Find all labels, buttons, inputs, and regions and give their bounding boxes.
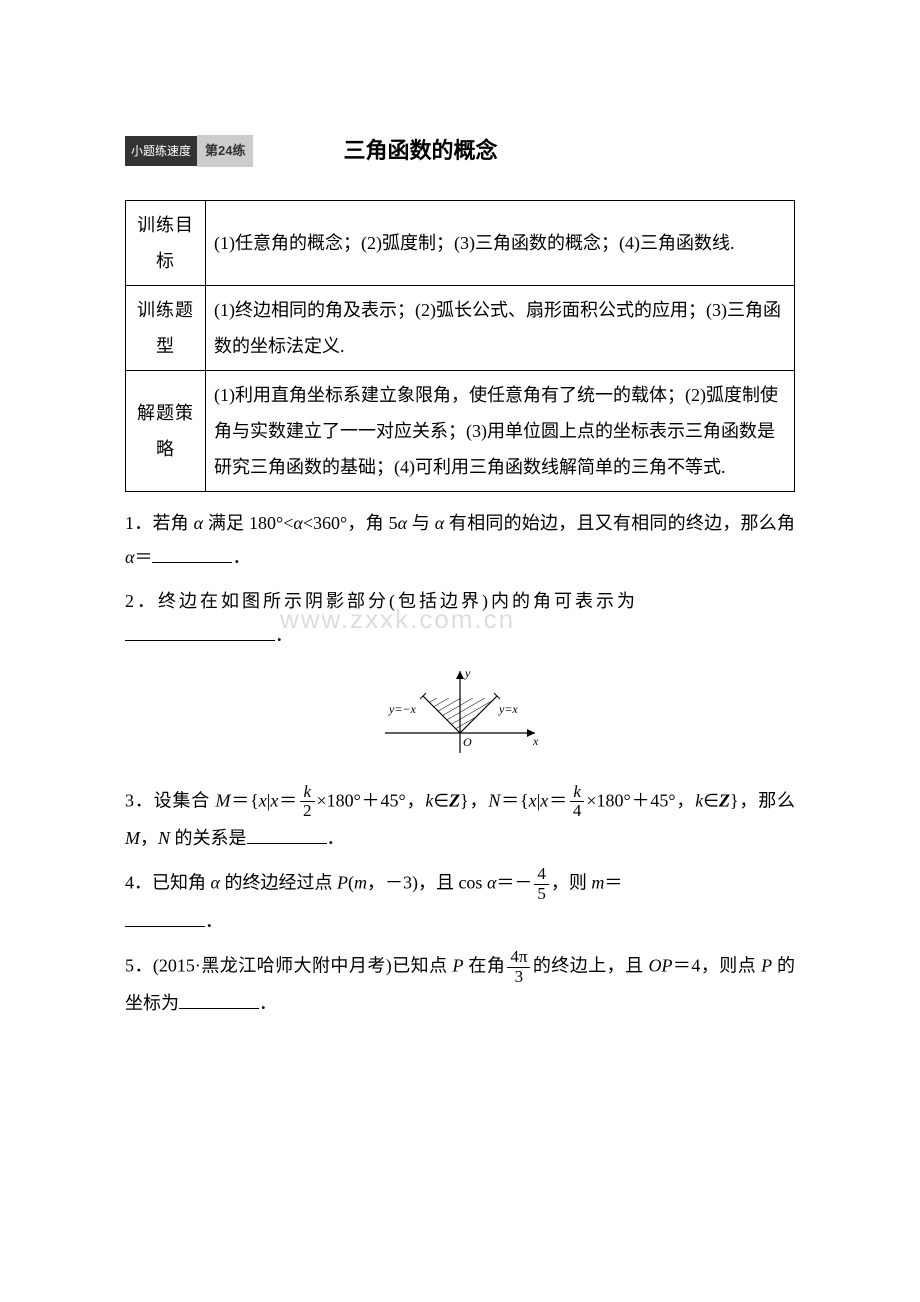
var-m: m — [591, 873, 604, 893]
var-P: P — [761, 955, 772, 975]
q3-text: }，那么 — [730, 790, 795, 810]
table-row: 训练目标 (1)任意角的概念；(2)弧度制；(3)三角函数的概念；(4)三角函数… — [126, 200, 795, 285]
set-Z: Z — [449, 790, 460, 810]
var-x: x — [529, 790, 537, 810]
var-alpha: α — [293, 513, 302, 533]
fraction: k2 — [300, 783, 315, 821]
var-M: M — [215, 790, 230, 810]
frac-num: 4π — [507, 948, 530, 968]
line-right-label: y=x — [498, 702, 518, 716]
page-title: 三角函数的概念 — [343, 130, 497, 172]
coordinate-diagram: y x O y=−x y=x — [365, 663, 555, 758]
q3-text: ＝{ — [500, 790, 528, 810]
var-N: N — [488, 790, 500, 810]
q3-text: 3．设集合 — [125, 790, 215, 810]
q3-text: ． — [327, 828, 345, 848]
row-content: (1)终边相同的角及表示；(2)弧长公式、扇形面积公式的应用；(3)三角函数的坐… — [206, 285, 795, 370]
q3-text: ＝ — [278, 790, 298, 810]
fraction: 45 — [534, 865, 549, 903]
table-row: 训练题型 (1)终边相同的角及表示；(2)弧长公式、扇形面积公式的应用；(3)三… — [126, 285, 795, 370]
q1-text: 满足 180°< — [203, 513, 293, 533]
var-M: M — [125, 828, 140, 848]
q1-text: ． — [232, 547, 250, 567]
frac-den: 2 — [300, 802, 315, 821]
var-m: m — [354, 873, 367, 893]
q1-text: 与 — [407, 513, 435, 533]
question-2: 2．终边在如图所示阴影部分(包括边界)内的角可表示为 ． — [125, 584, 795, 652]
line-left-label: y=−x — [388, 702, 417, 716]
question-5: 5．(2015·黑龙江哈师大附中月考)已知点 P 在角4π3的终边上，且 OP＝… — [125, 948, 795, 1021]
q3-text: ×180°＋45°， — [586, 790, 695, 810]
frac-den: 4 — [570, 802, 585, 821]
origin-label: O — [463, 735, 472, 749]
q1-text: <360°，角 5 — [303, 513, 398, 533]
q2-text: ． — [275, 625, 293, 645]
q1-text: ＝ — [134, 547, 152, 567]
row-content: (1)任意角的概念；(2)弧度制；(3)三角函数的概念；(4)三角函数线. — [206, 200, 795, 285]
objectives-table: 训练目标 (1)任意角的概念；(2)弧度制；(3)三角函数的概念；(4)三角函数… — [125, 200, 795, 492]
var-alpha: α — [435, 513, 444, 533]
badge-light: 第24练 — [197, 135, 253, 168]
answer-blank — [179, 989, 259, 1009]
q3-text: ∈ — [433, 790, 449, 810]
var-alpha: α — [487, 873, 496, 893]
q5-text: ． — [259, 993, 277, 1013]
badge-dark: 小题练速度 — [125, 136, 197, 167]
header: 小题练速度 第24练 三角函数的概念 — [125, 130, 795, 172]
q3-text: ＝ — [548, 790, 568, 810]
q3-text: 的关系是 — [170, 828, 247, 848]
q4-text: 4．已知角 — [125, 873, 211, 893]
answer-blank — [125, 622, 275, 642]
frac-num: k — [570, 783, 585, 803]
axis-x-label: x — [532, 734, 539, 748]
question-3: 3．设集合 M＝{x|x＝k2×180°＋45°，k∈Z}，N＝{x|x＝k4×… — [125, 783, 795, 856]
q3-text: ， — [140, 828, 158, 848]
var-alpha: α — [398, 513, 407, 533]
q3-text: }， — [460, 790, 488, 810]
q5-text: ＝4，则点 — [672, 955, 761, 975]
diagram-q2: y x O y=−x y=x — [125, 663, 795, 769]
var-x: x — [259, 790, 267, 810]
q4-text: 的终边经过点 — [220, 873, 337, 893]
row-content: (1)利用直角坐标系建立象限角，使任意角有了统一的载体；(2)弧度制使角与实数建… — [206, 370, 795, 491]
q3-text: ＝{ — [230, 790, 258, 810]
frac-den: 5 — [534, 885, 549, 904]
q4-text: ，则 — [551, 873, 592, 893]
q4-text: ＝ — [604, 873, 622, 893]
set-Z: Z — [719, 790, 730, 810]
fraction: 4π3 — [507, 948, 530, 986]
question-4: 4．已知角 α 的终边经过点 P(m，－3)，且 cos α＝－45，则 m＝． — [125, 865, 795, 938]
q1-text: 有相同的始边，且又有相同的终边，那么角 — [444, 513, 795, 533]
row-label: 训练目标 — [126, 200, 206, 285]
q5-text: 在角 — [463, 955, 505, 975]
frac-num: k — [300, 783, 315, 803]
q4-text: ． — [205, 911, 223, 931]
var-OP: OP — [648, 955, 672, 975]
var-N: N — [158, 828, 170, 848]
var-alpha: α — [194, 513, 203, 533]
row-label: 训练题型 — [126, 285, 206, 370]
table-row: 解题策略 (1)利用直角坐标系建立象限角，使任意角有了统一的载体；(2)弧度制使… — [126, 370, 795, 491]
frac-num: 4 — [534, 865, 549, 885]
var-alpha: α — [211, 873, 220, 893]
answer-blank — [247, 824, 327, 844]
q4-text: ，－3)，且 cos — [367, 873, 487, 893]
row-label: 解题策略 — [126, 370, 206, 491]
answer-blank — [152, 543, 232, 563]
var-P: P — [452, 955, 463, 975]
axis-y-label: y — [464, 666, 471, 680]
q2-text: 2．终边在如图所示阴影部分(包括边界)内的角可表示为 — [125, 591, 638, 611]
q3-text: ×180°＋45°， — [317, 790, 426, 810]
fraction: k4 — [570, 783, 585, 821]
answer-blank — [125, 907, 205, 927]
q4-text: ＝－ — [496, 873, 532, 893]
question-1: 1．若角 α 满足 180°<α<360°，角 5α 与 α 有相同的始边，且又… — [125, 506, 795, 574]
q5-text: 的终边上，且 — [532, 955, 648, 975]
q3-text: ∈ — [703, 790, 719, 810]
var-P: P — [337, 873, 348, 893]
q5-text: 5．(2015·黑龙江哈师大附中月考)已知点 — [125, 955, 452, 975]
frac-den: 3 — [507, 968, 530, 987]
q1-text: 1．若角 — [125, 513, 194, 533]
